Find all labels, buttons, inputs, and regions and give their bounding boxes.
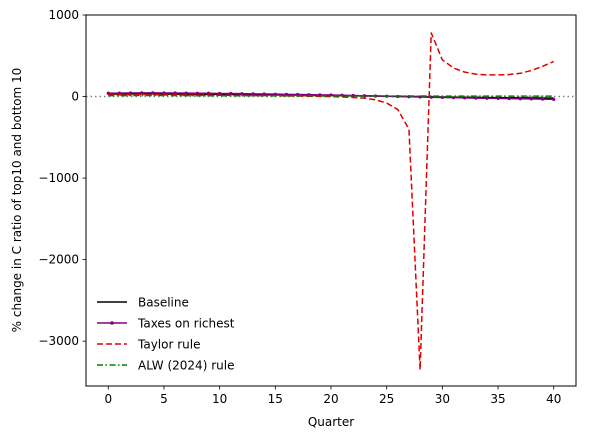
- legend: Baseline Taxes on richest Taylor rule ALW (…: [97, 296, 235, 373]
- y-tick-label: 0: [71, 90, 79, 104]
- series-point-taxes-on-richest: [518, 97, 522, 101]
- legend-label: Taxes on richest: [137, 317, 235, 331]
- x-tick-label: 30: [435, 392, 450, 406]
- x-tick-label: 15: [268, 392, 283, 406]
- series-point-taxes-on-richest: [162, 91, 166, 95]
- series-point-taxes-on-richest: [540, 97, 545, 101]
- plot-area: [86, 15, 576, 386]
- series-point-taxes-on-richest: [496, 96, 500, 101]
- series-point-taxes-on-richest: [195, 91, 199, 95]
- legend-label: Taylor rule: [137, 338, 200, 352]
- series-point-taxes-on-richest: [463, 96, 467, 100]
- series-point-taxes-on-richest: [485, 96, 489, 100]
- x-tick-label: 0: [104, 392, 112, 406]
- y-axis-label: % change in C ratio of top10 and bottom …: [10, 68, 24, 333]
- series-point-taxes-on-richest: [284, 92, 289, 96]
- x-tick-label: 5: [160, 392, 168, 406]
- legend-label: ALW (2024) rule: [138, 359, 234, 373]
- series-point-taxes-on-richest: [206, 91, 211, 95]
- series-line-alw-2024-rule: [108, 94, 554, 97]
- x-tick-label: 25: [379, 392, 394, 406]
- series-point-taxes-on-richest: [140, 91, 144, 95]
- series-point-taxes-on-richest: [229, 91, 233, 96]
- series-point-taxes-on-richest: [106, 91, 110, 95]
- y-tick-label: −3000: [38, 334, 79, 348]
- x-tick-label: 40: [546, 392, 561, 406]
- legend-marker: [110, 321, 114, 325]
- y-tick-label: −2000: [38, 253, 79, 267]
- y-axis-ticks: 1000 0 −1000 −2000 −3000: [38, 8, 86, 348]
- series-point-taxes-on-richest: [451, 96, 456, 100]
- x-tick-label: 35: [490, 392, 505, 406]
- series-point-taxes-on-richest: [351, 93, 355, 98]
- series-point-taxes-on-richest: [251, 92, 255, 96]
- legend-label: Baseline: [138, 296, 189, 310]
- series-point-taxes-on-richest: [529, 97, 534, 101]
- x-tick-label: 10: [212, 392, 227, 406]
- series-point-taxes-on-richest: [474, 96, 478, 100]
- series-point-taxes-on-richest: [218, 91, 222, 96]
- series-point-taxes-on-richest: [117, 91, 122, 95]
- series-point-taxes-on-richest: [507, 96, 511, 101]
- series-point-taxes-on-richest: [240, 92, 244, 96]
- series-layer: [106, 32, 556, 371]
- x-tick-label: 20: [323, 392, 338, 406]
- series-point-taxes-on-richest: [128, 91, 133, 95]
- series-point-taxes-on-richest: [184, 91, 188, 95]
- y-tick-label: −1000: [38, 171, 79, 185]
- y-tick-label: 1000: [48, 8, 79, 22]
- series-point-taxes-on-richest: [552, 97, 556, 101]
- x-axis-ticks: 0 5 10 15 20 25 30 35 40: [104, 386, 561, 406]
- x-axis-label: Quarter: [308, 415, 354, 429]
- series-point-taxes-on-richest: [173, 91, 177, 95]
- series-point-taxes-on-richest: [151, 91, 155, 95]
- series-line-taylor-rule: [108, 32, 555, 371]
